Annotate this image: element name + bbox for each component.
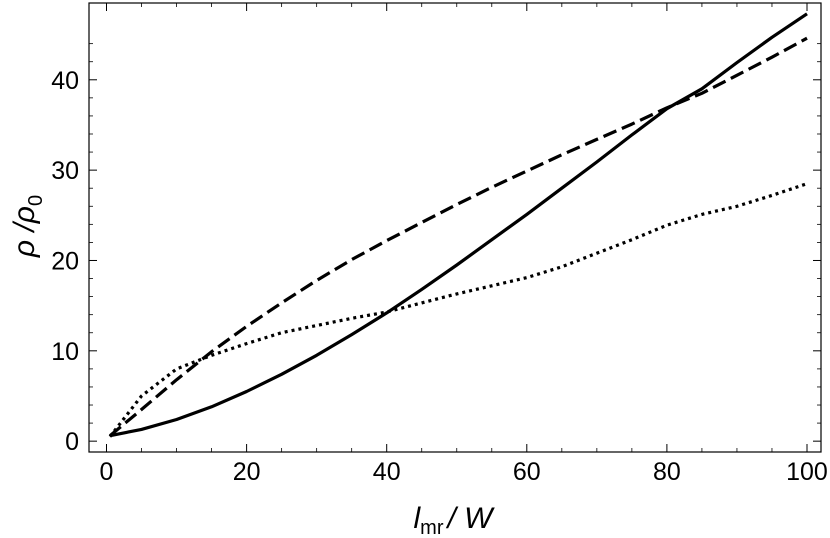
y-tick-label: 10 — [51, 338, 79, 366]
x-tick-label: 20 — [233, 458, 261, 486]
x-tick-label: 80 — [653, 458, 681, 486]
x-tick-label: 100 — [786, 458, 828, 486]
x-axis-title-rest: / W — [446, 502, 496, 535]
x-axis-title-sub: mr — [420, 517, 444, 538]
x-tick-label: 40 — [373, 458, 401, 486]
y-tick-label: 20 — [51, 247, 79, 275]
y-tick-label: 40 — [51, 67, 79, 95]
series-line-dashed — [108, 36, 808, 437]
tick-layer: 0 20 40 60 80 100 0 10 20 30 40 — [51, 3, 828, 486]
y-tick-label: 0 — [65, 428, 79, 456]
x-axis-title: lmr / W — [414, 502, 496, 538]
series-line-dotted — [108, 182, 808, 438]
x-axis-title-main: l — [414, 502, 422, 535]
y-axis-title-sub: 0 — [25, 195, 47, 206]
series-layer — [108, 12, 808, 438]
x-tick-label: 0 — [100, 458, 114, 486]
plot-frame — [88, 2, 822, 453]
x-tick-label: 60 — [513, 458, 541, 486]
series-line-solid — [109, 12, 808, 438]
y-axis-title-main: ρ /ρ — [8, 206, 41, 258]
y-axis-title: ρ /ρ0 — [8, 195, 47, 258]
y-tick-label: 30 — [51, 157, 79, 185]
